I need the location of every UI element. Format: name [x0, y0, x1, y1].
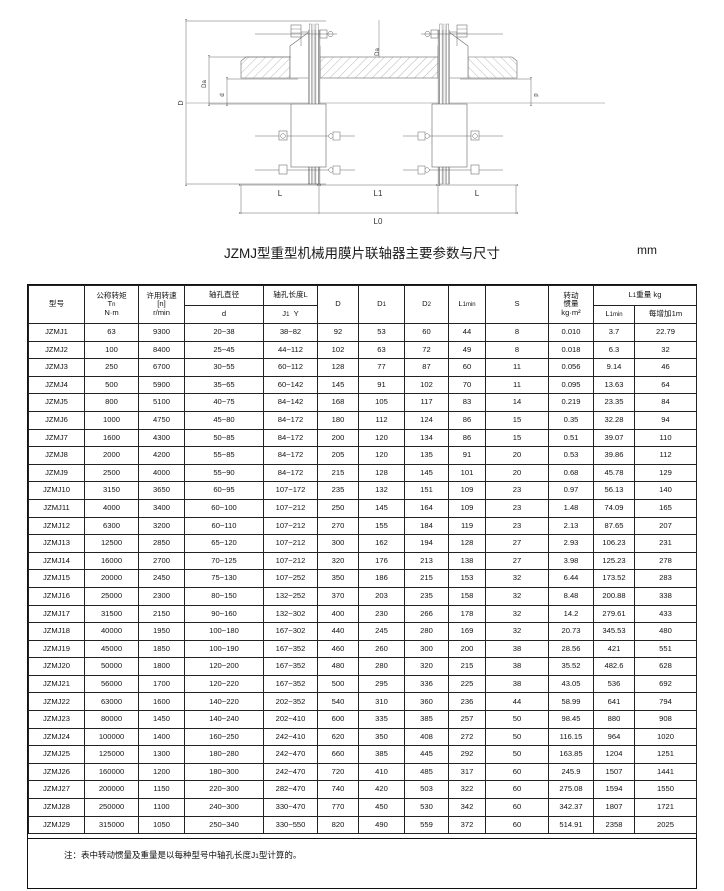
svg-text:L: L	[278, 189, 283, 198]
svg-text:L1: L1	[374, 189, 383, 198]
svg-text:L: L	[475, 189, 480, 198]
svg-text:Da: Da	[375, 48, 381, 56]
svg-text:d: d	[220, 93, 226, 96]
svg-text:D: D	[178, 100, 185, 105]
svg-text:Da: Da	[202, 80, 208, 88]
svg-text:L0: L0	[374, 217, 383, 226]
svg-text:d: d	[532, 93, 538, 96]
